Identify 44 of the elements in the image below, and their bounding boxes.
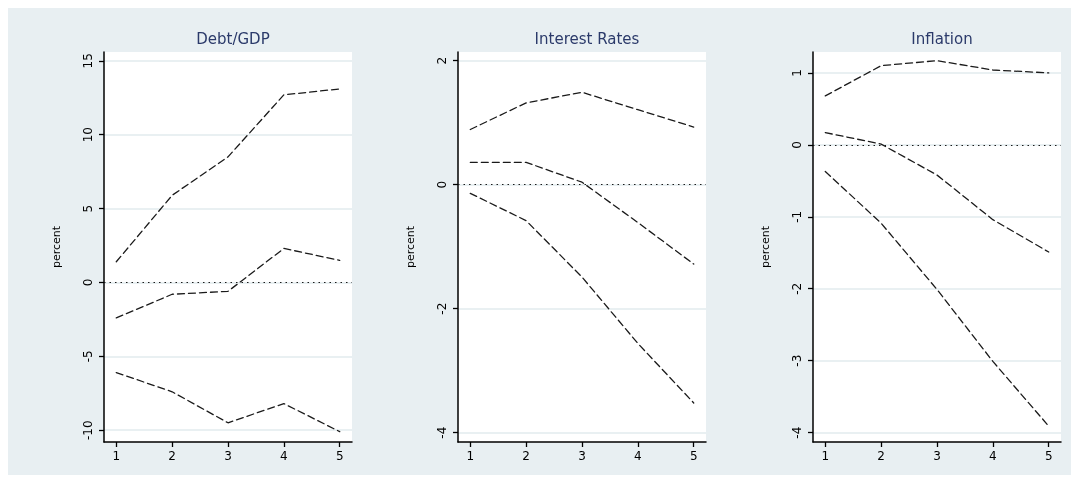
y-tick-label: -4: [789, 426, 804, 439]
chart-title: Inflation: [911, 29, 973, 48]
x-tick-label: 5: [690, 449, 698, 463]
x-tick-label: 1: [112, 449, 121, 463]
y-tick-label: 2: [435, 56, 450, 65]
x-tick-label: 3: [578, 449, 587, 463]
y-tick-label: 5: [81, 204, 95, 213]
x-tick-label: 4: [988, 449, 997, 463]
x-tick-label: 1: [466, 449, 475, 463]
line-series: [469, 192, 695, 404]
line-series: [469, 91, 695, 131]
x-tick-label: 2: [876, 449, 885, 463]
x-tick-label: 1: [821, 449, 829, 463]
line-series: [115, 371, 341, 433]
x-tick-label: 5: [1044, 449, 1053, 463]
chart-title: Debt/GDP: [196, 29, 270, 48]
line-series: [115, 88, 341, 263]
y-tick-label: 0: [789, 141, 804, 149]
line-series: [824, 170, 1050, 427]
y-tick-label: 15: [81, 53, 95, 69]
x-tick-label: 3: [224, 449, 232, 463]
y-tick-label: -1: [789, 210, 804, 223]
x-tick-label: 4: [634, 449, 642, 463]
chart-title: Interest Rates: [534, 29, 640, 48]
y-tick-label: -2: [789, 282, 804, 295]
x-tick-label: 3: [932, 449, 941, 463]
y-tick-label: -3: [789, 354, 804, 367]
y-tick-label: 0: [81, 278, 95, 287]
y-axis-title: percent: [404, 225, 418, 269]
x-tick-label: 2: [522, 449, 531, 463]
y-tick-label: -5: [81, 350, 95, 363]
y-axis-title: percent: [758, 225, 772, 269]
y-tick-label: -2: [435, 302, 450, 315]
y-tick-label: 0: [435, 180, 450, 189]
x-tick-label: 5: [335, 449, 344, 463]
y-tick-label: -10: [81, 420, 95, 440]
line-series: [824, 59, 1050, 97]
y-tick-label: 1: [789, 69, 804, 77]
x-tick-label: 2: [168, 449, 176, 463]
y-tick-label: -4: [435, 426, 450, 439]
x-tick-label: 4: [280, 449, 288, 463]
y-tick-label: 10: [81, 127, 95, 143]
y-axis-title: percent: [50, 225, 63, 269]
line-series: [469, 161, 695, 265]
